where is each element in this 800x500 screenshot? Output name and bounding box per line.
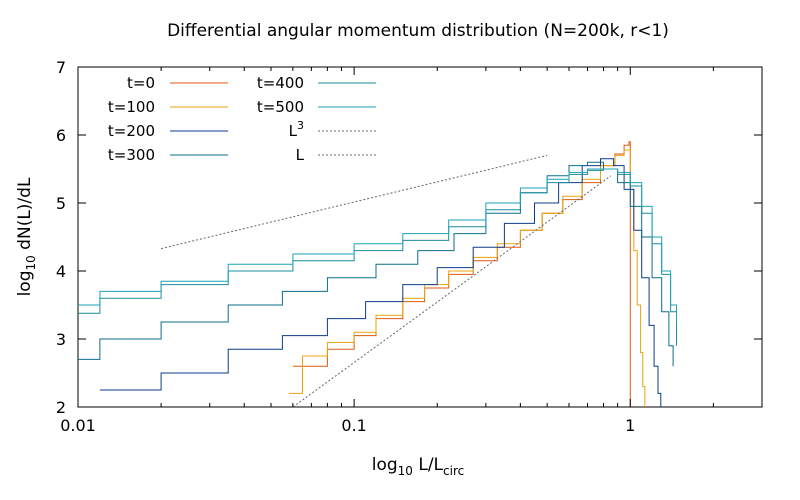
- legend-label-7: L: [296, 146, 305, 164]
- series-line-7: [160, 154, 548, 250]
- series-layer: [78, 141, 677, 408]
- legend-label-6: L3: [289, 119, 304, 140]
- series-line-5: [78, 168, 677, 326]
- legend-label-5: t=500: [257, 98, 304, 116]
- series-line-2: [99, 158, 662, 407]
- y-tick-label-3: 5: [56, 194, 66, 213]
- x-tick-label-1: 0.1: [341, 416, 366, 435]
- series-line-0: [292, 141, 631, 407]
- y-axis-label: log10 dN(L)/dL: [15, 177, 38, 296]
- x-tick-label-0: 0.01: [60, 416, 96, 435]
- legend-label-3: t=300: [108, 146, 155, 164]
- series-line-4: [78, 168, 677, 346]
- legend-label-0: t=0: [127, 74, 155, 92]
- chart-title: Differential angular momentum distributi…: [167, 21, 669, 41]
- legend-label-4: t=400: [257, 74, 304, 92]
- ticks-layer: 0.01 0.1 1 2 3 4 5 6 7: [56, 58, 763, 435]
- plot-frame: [77, 66, 763, 408]
- legend-label-2: t=200: [108, 122, 155, 140]
- legend-label-1: t=100: [108, 98, 155, 116]
- x-tick-label-2: 1: [625, 416, 635, 435]
- series-line-1: [288, 149, 646, 407]
- y-tick-label-2: 4: [56, 262, 66, 281]
- y-tick-label-1: 3: [56, 330, 66, 349]
- y-tick-label-5: 7: [56, 58, 66, 77]
- series-line-6: [292, 175, 612, 408]
- y-tick-label-4: 6: [56, 126, 66, 145]
- legend: t=0 t=100 t=200 t=300 t=400 t=500 L3 L: [108, 74, 376, 164]
- y-tick-label-0: 2: [56, 398, 66, 417]
- x-axis-label: log10 L/Lcirc: [372, 455, 464, 478]
